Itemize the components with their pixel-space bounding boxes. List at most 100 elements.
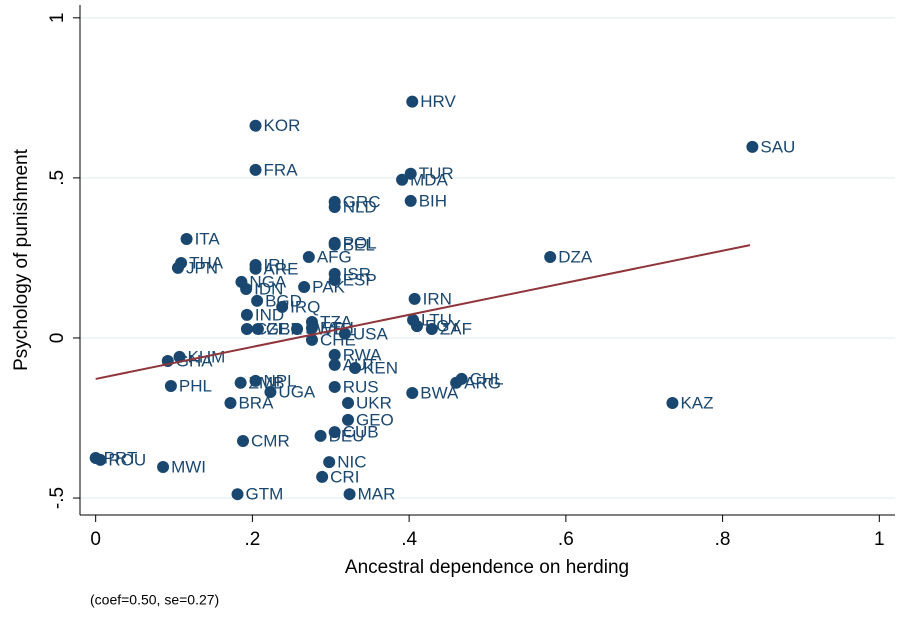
point-label: HRV — [420, 92, 456, 111]
point-label: NPL — [264, 371, 297, 390]
point — [328, 201, 341, 214]
point — [316, 470, 329, 483]
point — [404, 194, 417, 207]
point-label: ESP — [343, 270, 377, 289]
point — [231, 488, 244, 501]
point-label: JPN — [186, 258, 218, 277]
point — [249, 119, 262, 132]
point — [410, 320, 423, 333]
point — [249, 374, 262, 387]
y-tick-label: 0 — [47, 333, 68, 344]
note: (coef=0.50, se=0.27) — [90, 592, 219, 608]
point — [425, 322, 438, 335]
point — [224, 396, 237, 409]
point — [328, 348, 341, 361]
point — [406, 95, 419, 108]
point-label: ARG — [464, 373, 501, 392]
point — [450, 376, 463, 389]
point — [338, 327, 351, 340]
point — [314, 429, 327, 442]
point — [305, 333, 318, 346]
point-label: CHL — [470, 369, 504, 388]
point-label: KAZ — [680, 393, 713, 412]
point-label: FRA — [264, 160, 299, 179]
point — [302, 250, 315, 263]
point-label: NIC — [337, 453, 366, 472]
point-label: ZAF — [440, 319, 472, 338]
point — [94, 453, 107, 466]
point-label: RWA — [343, 345, 382, 364]
point-label: BRA — [238, 393, 274, 412]
point-label: CZE — [255, 319, 289, 338]
point — [342, 413, 355, 426]
point-label: MAR — [358, 485, 396, 504]
point — [264, 386, 277, 399]
point-label: USA — [353, 324, 389, 343]
point-label: ROU — [108, 450, 146, 469]
point-label: TZA — [320, 312, 353, 331]
point — [342, 396, 355, 409]
point-label: MDA — [410, 170, 448, 189]
point — [234, 376, 247, 389]
point-label: POL — [343, 233, 377, 252]
point — [251, 294, 264, 307]
point — [328, 238, 341, 251]
x-tick-label: .8 — [715, 529, 731, 550]
point — [173, 350, 186, 363]
point-label: BIH — [419, 191, 447, 210]
point-label: THA — [189, 254, 224, 273]
point-label: TUR — [419, 164, 454, 183]
point-label: IRL — [264, 255, 290, 274]
point-label: BGD — [265, 291, 302, 310]
point — [406, 387, 419, 400]
point-label: ITA — [195, 230, 221, 249]
point — [305, 322, 318, 335]
x-tick-label: 0 — [90, 529, 101, 550]
point — [408, 292, 421, 305]
point — [240, 282, 253, 295]
point-label: BWA — [420, 384, 459, 403]
point-label: CUB — [343, 423, 379, 442]
point-label: ARE — [264, 259, 299, 278]
point-label: PRT — [104, 448, 138, 467]
point-label: UGA — [278, 383, 316, 402]
point — [291, 322, 304, 335]
y-axis-title: Psychology of punishment — [11, 148, 32, 371]
point — [323, 456, 336, 469]
point-label: GRC — [343, 192, 381, 211]
point — [404, 167, 417, 180]
point — [544, 250, 557, 263]
point — [396, 173, 409, 186]
y-tick-label: 1 — [47, 13, 68, 24]
point — [328, 380, 341, 393]
point-label: MWI — [171, 457, 206, 476]
point — [328, 274, 341, 287]
x-axis-title: Ancestral dependence on herding — [345, 557, 629, 578]
point-label: PHL — [179, 376, 212, 395]
y-tick-label: .5 — [47, 170, 68, 186]
point — [298, 281, 311, 294]
point — [666, 396, 679, 409]
point-label: NGA — [249, 272, 286, 291]
point-label: NLD — [343, 197, 377, 216]
point-label: IND — [255, 305, 284, 324]
point-label: DZA — [558, 247, 593, 266]
point — [240, 308, 253, 321]
y-tick-label: -.5 — [47, 487, 68, 509]
point-label: BEL — [343, 235, 375, 254]
point-label: KEN — [363, 359, 398, 378]
point-label: CRI — [330, 467, 359, 486]
point-label: KOR — [264, 116, 301, 135]
point-label: AFG — [317, 247, 352, 266]
point — [276, 300, 289, 313]
point-label: GEO — [356, 410, 394, 429]
x-tick-label: .6 — [558, 529, 574, 550]
point — [746, 140, 759, 153]
point-label: CMR — [251, 432, 290, 451]
point-label: ISR — [343, 264, 371, 283]
point — [328, 426, 341, 439]
x-tick-label: .2 — [244, 529, 260, 550]
point — [240, 322, 253, 335]
point — [349, 362, 362, 375]
